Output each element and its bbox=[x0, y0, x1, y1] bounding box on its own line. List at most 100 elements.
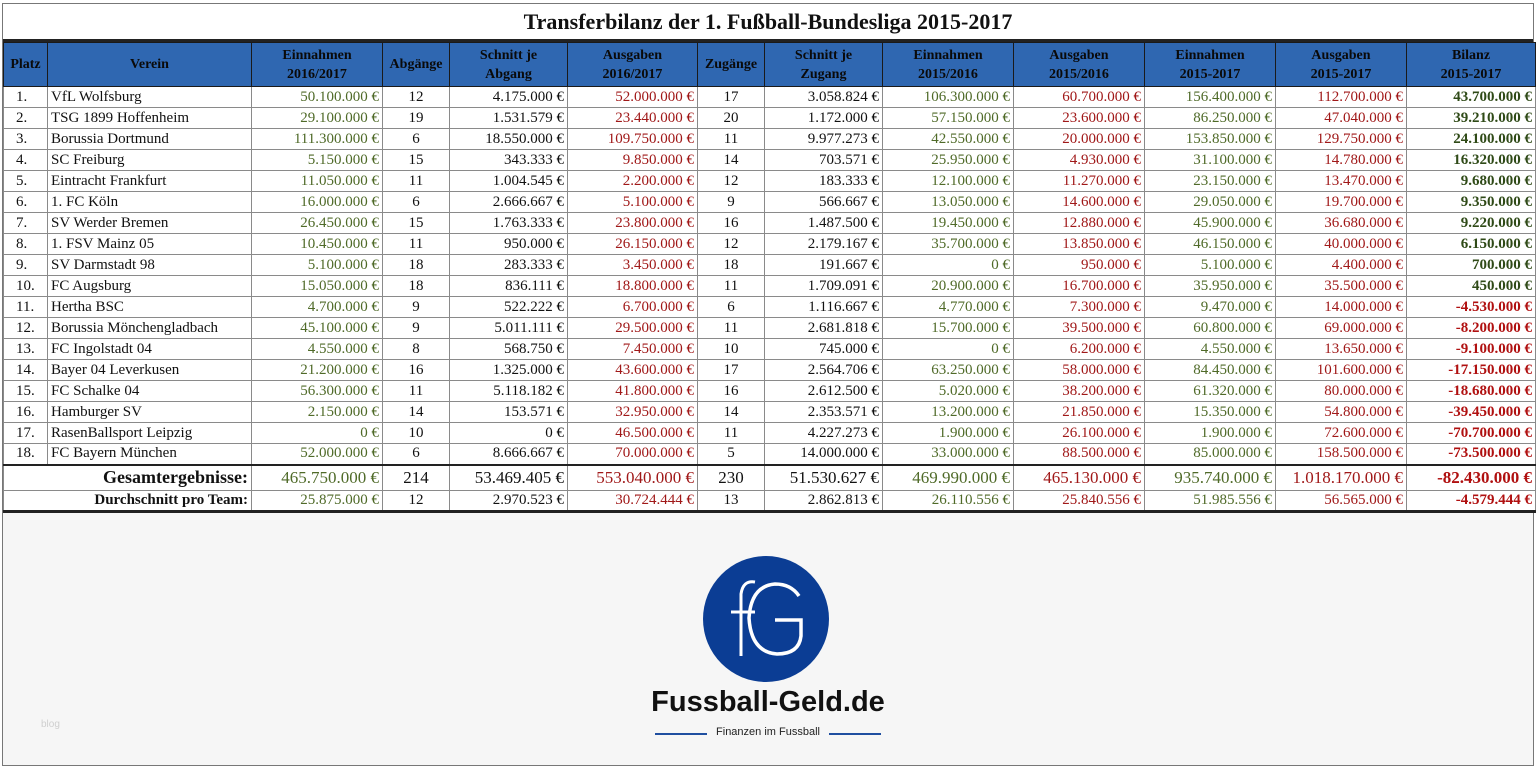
table-cell: 20.000.000 € bbox=[1013, 128, 1145, 150]
table-cell: 25.875.000 € bbox=[251, 490, 383, 513]
table-cell: 12 bbox=[697, 170, 765, 192]
table-cell: 1.004.545 € bbox=[449, 170, 568, 192]
table-cell: 19.450.000 € bbox=[882, 212, 1014, 234]
table-row: 14. Bayer 04 Leverkusen 21.200.000 €16 1.32… bbox=[3, 359, 1536, 381]
table-cell: 1. FC Köln bbox=[47, 191, 252, 213]
table-cell: 19 bbox=[382, 107, 450, 129]
table-cell: 63.250.000 € bbox=[882, 359, 1014, 381]
table-cell: 4.400.000 € bbox=[1275, 254, 1407, 276]
table-cell: 553.040.000 € bbox=[567, 463, 698, 491]
table-cell: 2.179.167 € bbox=[764, 233, 883, 255]
total-row: Gesamtergebnisse: 465.750.000 €214 53.469.… bbox=[3, 463, 1536, 491]
header-abgaenge: Abgänge bbox=[382, 42, 450, 87]
table-cell: 5.020.000 € bbox=[882, 380, 1014, 402]
table-cell: 15. bbox=[3, 380, 48, 402]
table-cell: Eintracht Frankfurt bbox=[47, 170, 252, 192]
table-cell: 24.100.000 € bbox=[1406, 128, 1536, 150]
table-cell: 33.000.000 € bbox=[882, 443, 1014, 465]
table-cell: 3.058.824 € bbox=[764, 86, 883, 108]
table-cell: 15.350.000 € bbox=[1144, 401, 1276, 423]
table-cell: -18.680.000 € bbox=[1406, 380, 1536, 402]
table-cell: 2.862.813 € bbox=[764, 490, 883, 513]
table-cell: 13 bbox=[697, 490, 765, 513]
logo-tagline: Finanzen im Fussball bbox=[716, 726, 820, 738]
table-cell: 18 bbox=[697, 254, 765, 276]
table-cell: 2.970.523 € bbox=[449, 490, 568, 513]
table-cell: 183.333 € bbox=[764, 170, 883, 192]
table-cell: 16.320.000 € bbox=[1406, 149, 1536, 171]
table-cell: 700.000 € bbox=[1406, 254, 1536, 276]
table-cell: 109.750.000 € bbox=[567, 128, 698, 150]
table-cell: 2. bbox=[3, 107, 48, 129]
table-cell: 2.681.818 € bbox=[764, 317, 883, 339]
table-cell: 12.880.000 € bbox=[1013, 212, 1145, 234]
table-row: 15. FC Schalke 04 56.300.000 €11 5.118.182 … bbox=[3, 380, 1536, 402]
table-cell: 5.011.111 € bbox=[449, 317, 568, 339]
table-cell: 11. bbox=[3, 296, 48, 318]
table-cell: 950.000 € bbox=[1013, 254, 1145, 276]
table-cell: 4. bbox=[3, 149, 48, 171]
logo-name: Fussball-Geld.de bbox=[651, 686, 885, 718]
table-cell: 11 bbox=[382, 380, 450, 402]
table-cell: 16.000.000 € bbox=[251, 191, 383, 213]
table-cell: 153.571 € bbox=[449, 401, 568, 423]
table-cell: 214 bbox=[382, 463, 450, 491]
table-cell: 8 bbox=[382, 338, 450, 360]
table-cell: 6 bbox=[382, 128, 450, 150]
table-cell: 52.000.000 € bbox=[567, 86, 698, 108]
table-cell: 38.200.000 € bbox=[1013, 380, 1145, 402]
table-cell: 9 bbox=[382, 317, 450, 339]
header-ausgaben-1617: Ausgaben 2016/2017 bbox=[567, 42, 698, 87]
spreadsheet: Transferbilanz der 1. Fußball-Bundesliga… bbox=[2, 3, 1536, 766]
table-cell: 1.900.000 € bbox=[882, 422, 1014, 444]
table-cell: 17 bbox=[697, 359, 765, 381]
table-cell: 60.700.000 € bbox=[1013, 86, 1145, 108]
table-cell: 15.050.000 € bbox=[251, 275, 383, 297]
table-cell: 2.612.500 € bbox=[764, 380, 883, 402]
table-cell: 15.700.000 € bbox=[882, 317, 1014, 339]
table-cell: 2.150.000 € bbox=[251, 401, 383, 423]
table-cell: 26.150.000 € bbox=[567, 233, 698, 255]
table-cell: 35.500.000 € bbox=[1275, 275, 1407, 297]
table-cell: 21.200.000 € bbox=[251, 359, 383, 381]
table-cell: 56.300.000 € bbox=[251, 380, 383, 402]
table-cell: 2.200.000 € bbox=[567, 170, 698, 192]
table-cell: 9.220.000 € bbox=[1406, 212, 1536, 234]
table-cell: -8.200.000 € bbox=[1406, 317, 1536, 339]
table-cell: 40.000.000 € bbox=[1275, 233, 1407, 255]
fussball-geld-logo: Fussball-Geld.de Finanzen im Fussball bbox=[643, 556, 893, 746]
header-einnahmen-1517: Einnahmen 2015-2017 bbox=[1144, 42, 1276, 87]
table-cell: 85.000.000 € bbox=[1144, 443, 1276, 465]
average-row-label: Durchschnitt pro Team: bbox=[3, 490, 252, 513]
table-cell: 3. bbox=[3, 128, 48, 150]
table-cell: 18.550.000 € bbox=[449, 128, 568, 150]
table-cell: 158.500.000 € bbox=[1275, 443, 1407, 465]
table-cell: 10 bbox=[382, 422, 450, 444]
table-cell: 61.320.000 € bbox=[1144, 380, 1276, 402]
table-row: 7. SV Werder Bremen 26.450.000 €15 1.763.33… bbox=[3, 212, 1536, 234]
table-cell: 465.750.000 € bbox=[251, 463, 383, 491]
table-cell: 1.900.000 € bbox=[1144, 422, 1276, 444]
table-cell: 1.709.091 € bbox=[764, 275, 883, 297]
table-cell: 5.100.000 € bbox=[1144, 254, 1276, 276]
header-einnahmen-1516: Einnahmen 2015/2016 bbox=[882, 42, 1014, 87]
table-cell: 7.450.000 € bbox=[567, 338, 698, 360]
table-cell: 16 bbox=[697, 380, 765, 402]
table-cell: 31.100.000 € bbox=[1144, 149, 1276, 171]
table-cell: 5.100.000 € bbox=[251, 254, 383, 276]
table-cell: 41.800.000 € bbox=[567, 380, 698, 402]
table-row: 6. 1. FC Köln 16.000.000 €6 2.666.667 €5.10… bbox=[3, 191, 1536, 213]
header-platz: Platz bbox=[3, 42, 48, 87]
table-cell: 14. bbox=[3, 359, 48, 381]
table-cell: 36.680.000 € bbox=[1275, 212, 1407, 234]
table-body: 1. VfL Wolfsburg 50.100.000 €12 4.175.000 €… bbox=[3, 86, 1536, 513]
header-einnahmen-1617: Einnahmen 2016/2017 bbox=[251, 42, 383, 87]
table-cell: 9.350.000 € bbox=[1406, 191, 1536, 213]
table-cell: 703.571 € bbox=[764, 149, 883, 171]
table-cell: 1.018.170.000 € bbox=[1275, 463, 1407, 491]
table-cell: 29.500.000 € bbox=[567, 317, 698, 339]
table-row: 11. Hertha BSC 4.700.000 €9 522.222 €6.700.… bbox=[3, 296, 1536, 318]
table-row: 16. Hamburger SV 2.150.000 €14 153.571 €32.… bbox=[3, 401, 1536, 423]
table-cell: 836.111 € bbox=[449, 275, 568, 297]
table-cell: 17 bbox=[697, 86, 765, 108]
